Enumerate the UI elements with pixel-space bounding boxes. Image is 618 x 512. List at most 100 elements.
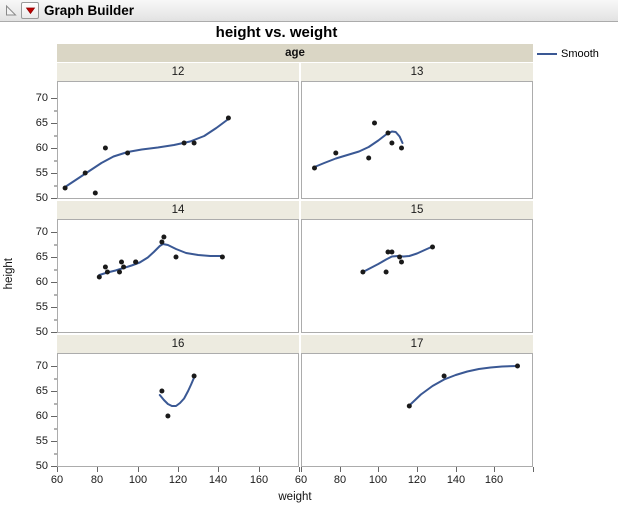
data-point[interactable] — [430, 244, 435, 250]
x-tick-label: 120 — [407, 474, 427, 486]
data-point[interactable] — [125, 150, 131, 156]
x-tick-label: 100 — [368, 474, 388, 486]
y-tick-label: 55 — [35, 434, 48, 447]
facet-panel-14[interactable] — [57, 219, 299, 333]
x-axis-title: weight — [278, 491, 312, 503]
data-point[interactable] — [102, 145, 108, 151]
data-point[interactable] — [102, 264, 108, 270]
y-tick-label: 65 — [35, 250, 48, 263]
data-point[interactable] — [389, 140, 395, 146]
data-point[interactable] — [92, 190, 98, 196]
facet-label-15: 15 — [301, 201, 533, 219]
data-point[interactable] — [159, 388, 165, 394]
data-point[interactable] — [399, 145, 404, 151]
data-point[interactable] — [62, 185, 68, 191]
x-tick-label: 80 — [90, 474, 104, 486]
outline-title-bar[interactable]: Graph Builder — [0, 0, 618, 22]
data-point[interactable] — [441, 373, 447, 379]
x-tick-label: 60 — [50, 474, 64, 486]
data-point[interactable] — [133, 259, 139, 265]
data-point[interactable] — [333, 150, 339, 156]
data-point[interactable] — [119, 259, 124, 265]
smooth-curve-17 — [408, 365, 519, 407]
y-tick-label: 70 — [35, 225, 48, 238]
facet-panel-17[interactable] — [301, 353, 533, 467]
x-tick-label: 140 — [446, 474, 466, 486]
y-tick-label: 50 — [35, 191, 48, 204]
smooth-curve-12 — [64, 118, 230, 188]
facet-panel-16[interactable] — [57, 353, 299, 467]
x-tick-label: 100 — [128, 474, 148, 486]
data-point[interactable] — [121, 264, 127, 270]
y-tick-label: 65 — [35, 384, 48, 397]
x-tick-label: 80 — [333, 474, 347, 486]
smooth-line-icon — [537, 53, 557, 55]
facet-plot-12 — [62, 115, 231, 196]
data-point[interactable] — [397, 254, 403, 260]
facet-label-13: 13 — [301, 63, 533, 81]
y-tick-label: 70 — [35, 91, 48, 104]
red-triangle-icon — [25, 7, 35, 15]
data-point[interactable] — [515, 363, 520, 369]
data-point[interactable] — [225, 115, 231, 121]
facet-plot-16 — [158, 373, 197, 419]
smooth-curve-14 — [98, 243, 224, 276]
data-point[interactable] — [219, 254, 225, 260]
facet-plot-17 — [406, 363, 520, 409]
data-point[interactable] — [161, 234, 167, 240]
data-point[interactable] — [165, 413, 171, 419]
red-triangle-menu-button[interactable] — [21, 2, 39, 19]
disclosure-triangle-icon[interactable] — [4, 4, 17, 17]
legend-label: Smooth — [561, 48, 599, 60]
smooth-curve-15 — [361, 245, 434, 273]
y-tick-label: 60 — [35, 141, 48, 154]
data-point[interactable] — [104, 269, 110, 275]
facet-plot-15 — [360, 244, 435, 275]
facet-label-12: 12 — [57, 63, 299, 81]
data-point[interactable] — [366, 155, 372, 161]
chart-title: height vs. weight — [215, 24, 338, 41]
data-point[interactable] — [159, 239, 165, 245]
smooth-curve-13 — [313, 130, 404, 168]
data-point[interactable] — [191, 140, 197, 146]
y-tick-label: 60 — [35, 275, 48, 288]
data-point[interactable] — [312, 165, 317, 171]
data-point[interactable] — [82, 170, 88, 176]
facet-plot-14 — [96, 234, 225, 280]
x-tick-label: 160 — [484, 474, 504, 486]
data-point[interactable] — [181, 140, 187, 146]
x-tick-label: 160 — [249, 474, 269, 486]
facet-label-14: 14 — [57, 201, 299, 219]
data-point[interactable] — [360, 269, 366, 275]
y-tick-label: 50 — [35, 459, 48, 472]
facet-variable-band: age — [57, 44, 533, 62]
data-point[interactable] — [385, 130, 391, 136]
data-point[interactable] — [383, 269, 389, 275]
facet-panel-12[interactable] — [57, 81, 299, 199]
facet-panel-13[interactable] — [301, 81, 533, 199]
facet-plot-13 — [312, 120, 404, 171]
legend: Smooth — [536, 48, 599, 60]
data-point[interactable] — [372, 120, 377, 126]
data-point[interactable] — [406, 403, 412, 409]
data-point[interactable] — [399, 259, 404, 265]
data-point[interactable] — [96, 274, 102, 280]
y-axis-title: height — [3, 258, 15, 290]
data-point[interactable] — [191, 373, 197, 379]
data-point[interactable] — [173, 254, 179, 260]
x-tick-label: 140 — [208, 474, 228, 486]
data-point[interactable] — [385, 249, 391, 255]
x-tick-label: 60 — [294, 474, 308, 486]
facet-panel-15[interactable] — [301, 219, 533, 333]
y-tick-label: 55 — [35, 166, 48, 179]
facet-label-16: 16 — [57, 335, 299, 353]
data-point[interactable] — [389, 249, 395, 255]
x-tick-label: 120 — [168, 474, 188, 486]
y-tick-label: 55 — [35, 300, 48, 313]
y-tick-label: 65 — [35, 116, 48, 129]
window-title: Graph Builder — [44, 3, 135, 18]
data-point[interactable] — [117, 269, 122, 275]
facet-label-17: 17 — [301, 335, 533, 353]
y-tick-label: 50 — [35, 325, 48, 338]
